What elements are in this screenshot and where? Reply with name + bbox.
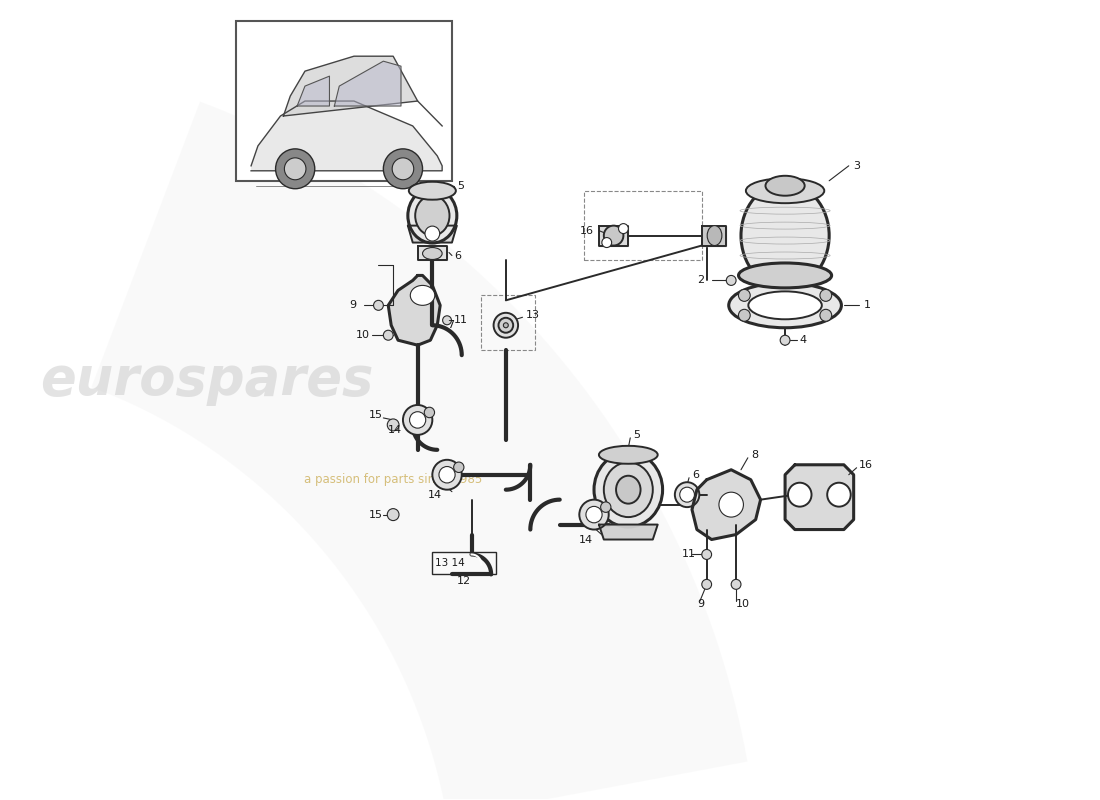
Circle shape <box>738 310 750 322</box>
Polygon shape <box>251 101 442 170</box>
Ellipse shape <box>719 492 744 517</box>
Bar <box>236 22 452 181</box>
Circle shape <box>780 335 790 345</box>
Circle shape <box>827 482 850 506</box>
Circle shape <box>702 550 712 559</box>
Circle shape <box>820 310 832 322</box>
Text: 1: 1 <box>864 300 870 310</box>
Text: 16: 16 <box>580 226 594 235</box>
Circle shape <box>387 419 399 431</box>
Bar <box>584 190 702 261</box>
Circle shape <box>439 466 455 483</box>
Circle shape <box>602 238 612 247</box>
Text: 11: 11 <box>682 550 696 559</box>
Circle shape <box>788 482 812 506</box>
Circle shape <box>276 149 315 189</box>
Ellipse shape <box>598 446 658 464</box>
Text: 13 14: 13 14 <box>436 558 465 569</box>
Bar <box>432 553 496 574</box>
Text: 5: 5 <box>456 181 464 190</box>
Ellipse shape <box>415 196 450 235</box>
Text: 14: 14 <box>388 425 403 435</box>
Ellipse shape <box>422 247 442 259</box>
Polygon shape <box>418 246 447 261</box>
Ellipse shape <box>680 487 694 502</box>
Ellipse shape <box>409 182 455 200</box>
Text: eurospares: eurospares <box>41 354 374 406</box>
Ellipse shape <box>746 178 824 203</box>
Circle shape <box>384 149 422 189</box>
Ellipse shape <box>408 188 456 243</box>
Polygon shape <box>692 470 760 539</box>
Text: 4: 4 <box>800 335 807 346</box>
Ellipse shape <box>728 283 842 328</box>
Circle shape <box>442 316 451 325</box>
Polygon shape <box>297 76 330 106</box>
Circle shape <box>285 158 306 180</box>
Ellipse shape <box>741 183 829 288</box>
Polygon shape <box>334 61 402 106</box>
Text: 6: 6 <box>692 470 698 480</box>
Ellipse shape <box>766 176 805 196</box>
Text: 10: 10 <box>736 599 750 610</box>
Bar <box>482 295 536 350</box>
Circle shape <box>580 500 608 530</box>
Ellipse shape <box>616 476 640 504</box>
Ellipse shape <box>425 226 440 241</box>
Circle shape <box>820 290 832 302</box>
Polygon shape <box>785 465 854 530</box>
Circle shape <box>384 330 393 340</box>
Circle shape <box>453 462 464 473</box>
Polygon shape <box>284 56 418 116</box>
Text: 9: 9 <box>697 599 704 610</box>
Circle shape <box>403 405 432 435</box>
Text: 6: 6 <box>454 250 461 261</box>
Text: 3: 3 <box>854 161 860 171</box>
Circle shape <box>601 502 610 512</box>
Text: 12: 12 <box>456 576 471 586</box>
Text: 10: 10 <box>356 330 370 340</box>
Text: 7: 7 <box>447 320 454 330</box>
Text: 2: 2 <box>697 275 704 286</box>
Text: 8: 8 <box>751 450 758 460</box>
Text: 13: 13 <box>526 310 539 320</box>
Polygon shape <box>598 226 628 246</box>
Circle shape <box>702 579 712 590</box>
Circle shape <box>387 509 399 521</box>
Ellipse shape <box>738 263 832 288</box>
Text: 5: 5 <box>634 430 640 440</box>
Circle shape <box>425 407 435 418</box>
Circle shape <box>374 300 384 310</box>
Text: 14: 14 <box>580 534 593 545</box>
Ellipse shape <box>504 322 508 328</box>
Polygon shape <box>408 226 456 242</box>
Circle shape <box>586 506 602 523</box>
Circle shape <box>738 290 750 302</box>
Ellipse shape <box>410 286 435 306</box>
Ellipse shape <box>604 226 624 246</box>
Ellipse shape <box>594 452 662 527</box>
Text: 9: 9 <box>349 300 356 310</box>
Polygon shape <box>598 525 658 539</box>
Polygon shape <box>702 226 726 246</box>
Text: 15: 15 <box>368 410 383 420</box>
Circle shape <box>432 460 462 490</box>
Text: 15: 15 <box>368 510 383 520</box>
Ellipse shape <box>498 318 514 333</box>
Ellipse shape <box>604 462 652 517</box>
Ellipse shape <box>748 291 822 319</box>
Text: 16: 16 <box>859 460 872 470</box>
Circle shape <box>732 579 741 590</box>
Ellipse shape <box>674 482 700 507</box>
Polygon shape <box>388 275 440 345</box>
Ellipse shape <box>494 313 518 338</box>
Circle shape <box>726 275 736 286</box>
Circle shape <box>393 158 414 180</box>
Text: 11: 11 <box>454 315 467 326</box>
Text: 14: 14 <box>428 490 441 500</box>
Text: a passion for parts since 1985: a passion for parts since 1985 <box>304 474 482 486</box>
Circle shape <box>618 224 628 234</box>
Circle shape <box>409 412 426 428</box>
Ellipse shape <box>707 226 722 246</box>
